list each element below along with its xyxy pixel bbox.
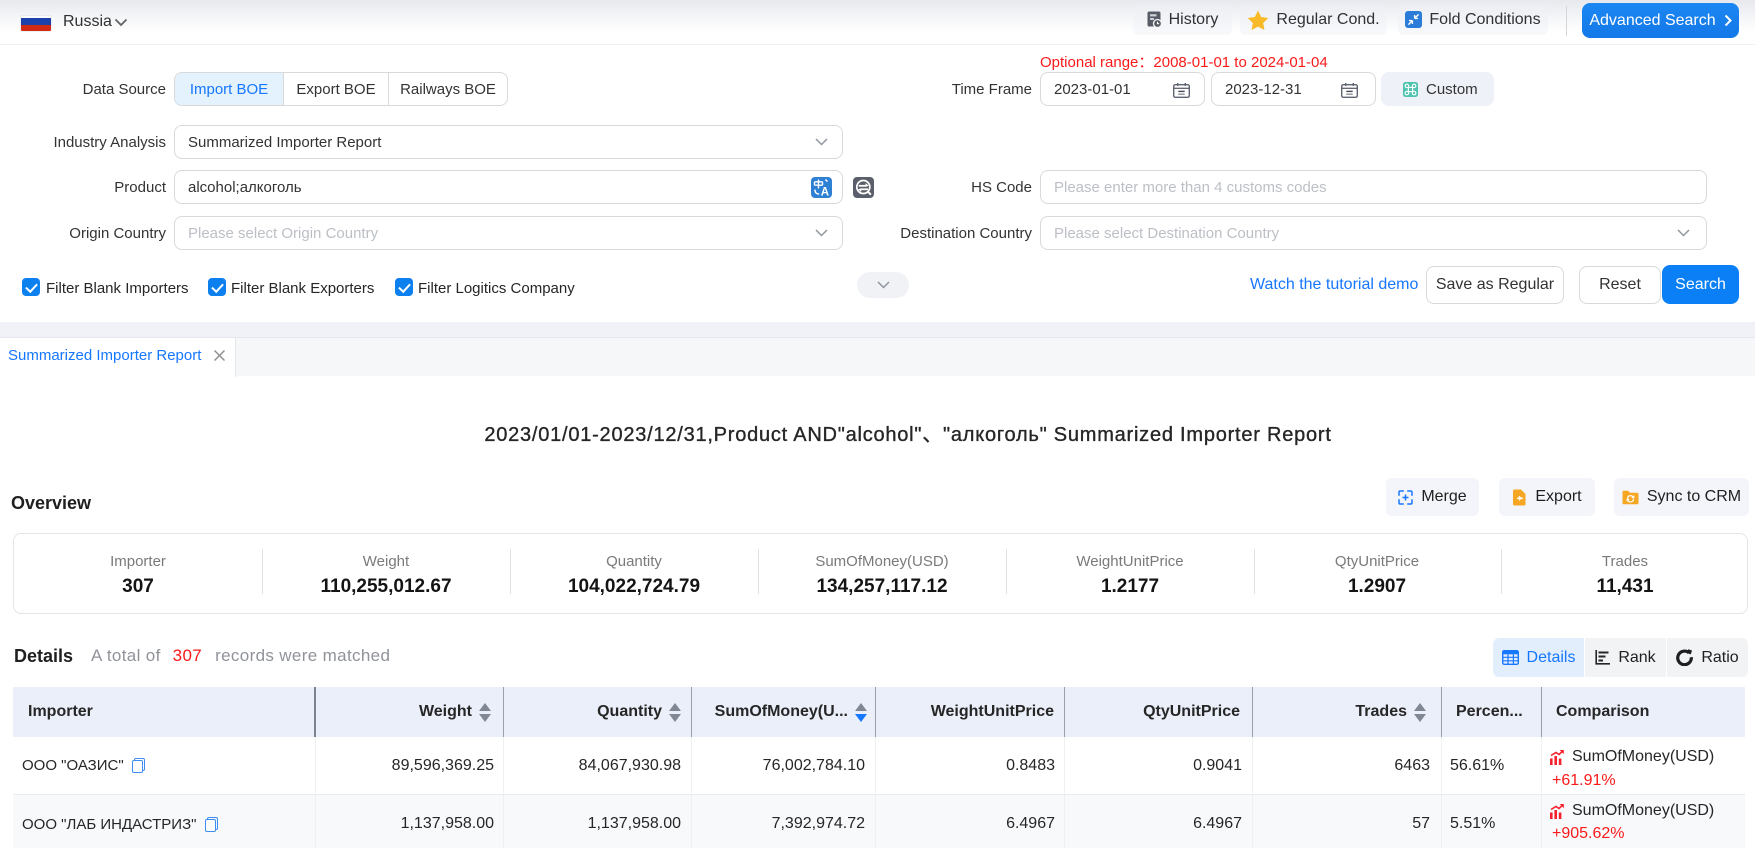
svg-text:A: A — [821, 187, 829, 199]
